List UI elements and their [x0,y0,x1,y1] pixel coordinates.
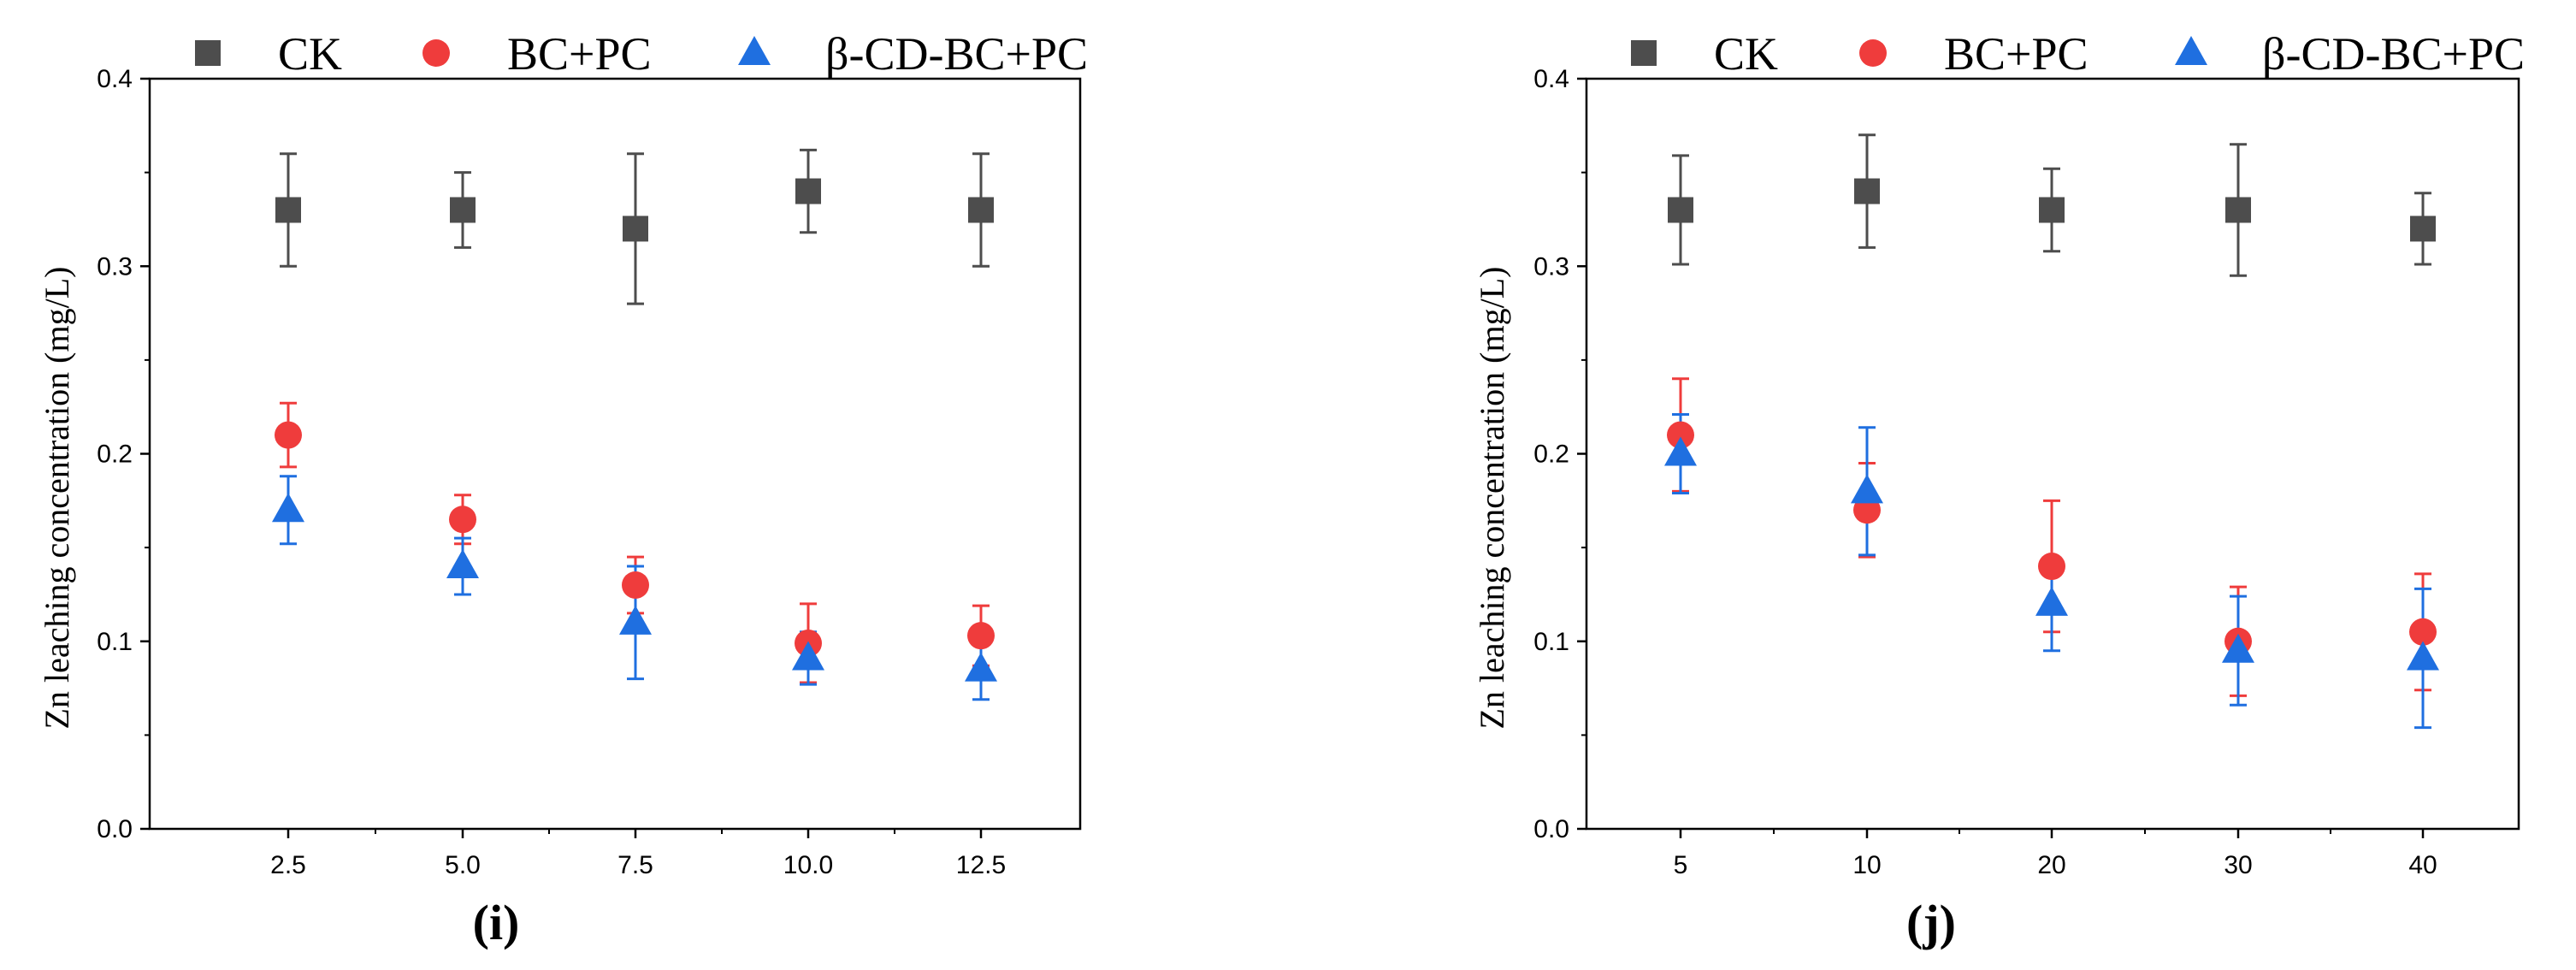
x-tick-label: 12.5 [956,851,1006,879]
data-point [795,178,821,204]
panel-i: Zn leaching concentration (mg/L) (i) 0.0… [38,28,1088,950]
data-point [1667,421,1694,449]
data-point [1664,436,1697,466]
panel-label: (i) [473,895,520,950]
x-tick-label: 30 [2224,851,2252,879]
data-point [965,652,997,682]
data-point [623,216,648,242]
legend-marker [2175,36,2207,65]
x-tick-label: 7.5 [617,851,653,879]
y-tick-label: 0.4 [1533,65,1569,93]
legend-label: β-CD-BC+PC [825,28,1088,80]
data-point [622,571,649,599]
data-point [2038,553,2065,581]
x-tick-label: 5 [1674,851,1688,879]
data-point [449,506,476,534]
y-tick-label: 0.3 [1533,252,1569,281]
data-point [450,197,476,223]
legend-marker [422,39,450,67]
data-point [968,197,994,223]
data-point [275,421,302,449]
panel-label: (j) [1906,895,1956,950]
data-point [1851,474,1883,504]
legend-label: CK [1714,28,1778,80]
data-point [2410,216,2436,242]
data-point [2225,197,2251,223]
x-tick-label: 5.0 [445,851,481,879]
panel-j: Zn leaching concentration (mg/L) (j) 0.0… [1473,28,2525,950]
y-tick-label: 0.1 [97,628,133,656]
data-point [1854,178,1880,204]
y-tick-label: 0.2 [1533,441,1569,469]
x-tick-label: 20 [2037,851,2065,879]
data-point [2222,633,2254,663]
y-tick-label: 0.2 [97,441,133,469]
y-tick-label: 0.3 [97,252,133,281]
x-tick-label: 10.0 [783,851,833,879]
y-tick-label: 0.4 [97,65,133,93]
data-point [1668,197,1693,223]
x-tick-label: 2.5 [270,851,306,879]
y-tick-label: 0.0 [97,815,133,843]
y-axis-title: Zn leaching concentration (mg/L) [1473,267,1511,730]
data-point [446,549,479,579]
legend-label: BC+PC [507,28,652,80]
data-point [967,622,995,650]
legend-label: BC+PC [1944,28,2089,80]
legend-marker [1859,39,1887,67]
y-axis-title: Zn leaching concentration (mg/L) [38,267,76,730]
x-tick-label: 10 [1852,851,1881,879]
x-tick-label: 40 [2408,851,2437,879]
data-point [275,197,301,223]
legend-marker [1631,40,1657,66]
data-point [2409,618,2437,646]
data-point [619,605,652,635]
data-point [272,493,304,523]
data-point [2035,586,2068,616]
legend-label: CK [278,28,342,80]
legend-label: β-CD-BC+PC [2262,28,2525,80]
y-tick-label: 0.0 [1533,815,1569,843]
legend-marker [195,40,221,66]
data-point [792,641,824,671]
data-point [2407,641,2439,671]
y-tick-label: 0.1 [1533,628,1569,656]
legend-marker [738,36,771,65]
data-point [2039,197,2065,223]
